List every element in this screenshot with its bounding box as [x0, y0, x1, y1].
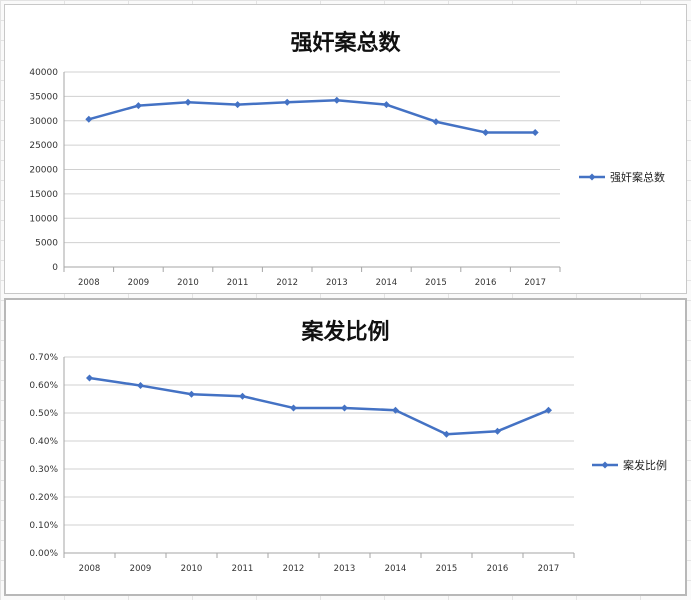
x-tick-label: 2015 — [436, 564, 458, 574]
x-tick-label: 2016 — [475, 278, 497, 288]
y-tick-label: 0 — [52, 263, 58, 273]
x-tick-label: 2013 — [334, 564, 356, 574]
chart-plot: 0.00% 0.10% 0.20% 0.30% 0.40% 0.50% 0.60% 0.70%… — [29, 353, 667, 574]
chart-total-cases[interactable]: 强奸案总数 0 5000 10000 15000 20000 25000 30000 3500… — [4, 4, 687, 294]
x-tick-label: 2008 — [79, 564, 101, 574]
x-tick-label: 2016 — [487, 564, 509, 574]
data-point — [234, 101, 242, 109]
chart-case-ratio[interactable]: 案发比例 0.00% 0.10% 0.20% 0.30% 0.40% 0.50% 0.60%… — [4, 298, 687, 596]
data-point — [86, 374, 93, 382]
data-point — [482, 128, 490, 136]
x-tick-label: 2010 — [181, 564, 203, 574]
y-tick-label: 40000 — [29, 68, 58, 78]
data-point — [531, 128, 539, 136]
data-point — [239, 392, 246, 400]
y-tick-label: 25000 — [29, 141, 58, 151]
data-point — [341, 404, 348, 412]
y-tick-label: 0.20% — [29, 493, 58, 503]
chart-title: 强奸案总数 — [290, 30, 401, 56]
legend-marker — [588, 173, 596, 181]
data-point — [188, 390, 195, 398]
data-point — [137, 382, 144, 390]
chart-plot: 0 5000 10000 15000 20000 25000 30000 35000 40000… — [29, 68, 665, 288]
x-tick-label: 2014 — [376, 278, 398, 288]
data-point — [85, 115, 93, 123]
data-point — [392, 406, 399, 414]
x-tick-label: 2011 — [227, 278, 249, 288]
x-tick-label: 2008 — [78, 278, 100, 288]
x-tick-label: 2017 — [524, 278, 546, 288]
x-tick-label: 2014 — [385, 564, 407, 574]
chart-title: 案发比例 — [301, 319, 390, 345]
data-point — [545, 406, 552, 414]
x-tick-label: 2011 — [232, 564, 254, 574]
series-line — [89, 376, 549, 436]
data-point — [283, 98, 291, 106]
data-point — [382, 101, 390, 109]
x-tick-label: 2017 — [538, 564, 560, 574]
data-point — [494, 427, 501, 435]
x-tick-label: 2013 — [326, 278, 348, 288]
y-tick-label: 0.70% — [29, 353, 58, 363]
x-tick-label: 2015 — [425, 278, 447, 288]
y-tick-label: 30000 — [29, 117, 58, 127]
data-point — [443, 430, 450, 438]
y-tick-label: 0.10% — [29, 521, 58, 531]
y-tick-label: 15000 — [29, 190, 58, 200]
data-point — [333, 96, 341, 104]
legend-marker — [601, 461, 609, 469]
x-tick-label: 2010 — [177, 278, 199, 288]
y-tick-label: 5000 — [35, 239, 58, 249]
y-tick-label: 0.40% — [29, 437, 58, 447]
y-tick-label: 0.60% — [29, 381, 58, 391]
legend-label: 案发比例 — [623, 458, 667, 472]
data-point — [290, 404, 297, 412]
y-tick-label: 35000 — [29, 92, 58, 102]
x-tick-label: 2012 — [276, 278, 298, 288]
y-tick-label: 0.50% — [29, 409, 58, 419]
x-tick-label: 2009 — [128, 278, 150, 288]
legend-label: 强奸案总数 — [610, 170, 665, 184]
data-point — [432, 118, 440, 126]
x-tick-label: 2012 — [283, 564, 305, 574]
y-tick-label: 10000 — [29, 214, 58, 224]
x-tick-label: 2009 — [130, 564, 152, 574]
series-line — [88, 99, 536, 134]
data-point — [184, 98, 192, 106]
y-tick-label: 20000 — [29, 166, 58, 176]
y-tick-label: 0.00% — [29, 549, 58, 559]
y-tick-label: 0.30% — [29, 465, 58, 475]
data-point — [134, 102, 142, 110]
